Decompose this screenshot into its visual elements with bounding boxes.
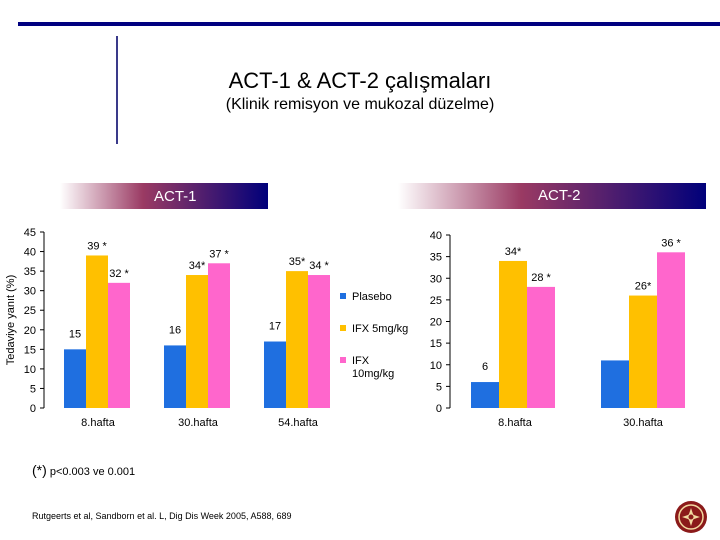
act2-title: ACT-2 bbox=[538, 187, 581, 204]
y-tick-label: 25 bbox=[430, 295, 442, 307]
category-label: 30.hafta bbox=[178, 417, 219, 429]
footnote: (*) p<0.003 ve 0.001 bbox=[32, 462, 135, 478]
y-tick-label: 10 bbox=[430, 360, 442, 372]
slide-title: ACT-1 & ACT-2 çalışmaları bbox=[228, 68, 492, 93]
footnote-star: (*) bbox=[32, 462, 47, 478]
category-label: 30.hafta bbox=[623, 417, 664, 429]
bar-ifx-5mg/kg bbox=[629, 295, 657, 408]
category-label: 8.hafta bbox=[498, 417, 533, 429]
act1-title: ACT-1 bbox=[154, 188, 197, 205]
y-tick-label: 5 bbox=[30, 383, 36, 395]
bar-ifx-10mg/kg bbox=[308, 275, 330, 408]
data-label: 17 bbox=[269, 321, 281, 333]
category-label: 8.hafta bbox=[81, 417, 116, 429]
data-label: 34 * bbox=[309, 260, 329, 272]
act2-title-band: ACT-2 bbox=[398, 183, 706, 209]
legend-label: 10mg/kg bbox=[352, 368, 394, 380]
y-tick-label: 5 bbox=[436, 381, 442, 393]
bar-plasebo bbox=[471, 382, 499, 408]
slide-subtitle: (Klinik remisyon ve mukozal düzelme) bbox=[225, 96, 495, 113]
bar-ifx-5mg/kg bbox=[286, 271, 308, 408]
y-tick-label: 20 bbox=[430, 317, 442, 329]
bar-ifx-10mg/kg bbox=[208, 263, 230, 408]
y-tick-label: 15 bbox=[430, 338, 442, 350]
legend-label: Plasebo bbox=[352, 291, 392, 303]
data-label: 34* bbox=[505, 246, 522, 258]
y-tick-label: 35 bbox=[24, 266, 36, 278]
footnote-text: p<0.003 ve 0.001 bbox=[46, 466, 136, 478]
legend-swatch bbox=[340, 293, 346, 299]
y-tick-label: 40 bbox=[430, 230, 442, 242]
bar-ifx-5mg/kg bbox=[186, 275, 208, 408]
legend-swatch bbox=[340, 325, 346, 331]
bar-ifx-5mg/kg bbox=[499, 260, 527, 408]
bar-ifx-5mg/kg bbox=[86, 255, 108, 408]
legend-label: IFX bbox=[352, 355, 370, 367]
data-label: 26* bbox=[635, 281, 652, 293]
reference: Rutgeerts et al, Sandborn et al. L, Dig … bbox=[32, 511, 292, 521]
data-label: 28 * bbox=[531, 272, 551, 284]
bar-plasebo bbox=[164, 345, 186, 408]
y-tick-label: 10 bbox=[24, 364, 36, 376]
y-tick-label: 30 bbox=[24, 286, 36, 298]
data-label: 39 * bbox=[87, 240, 107, 252]
university-seal-icon bbox=[675, 501, 707, 533]
data-label: 36 * bbox=[661, 237, 681, 249]
data-label: 6 bbox=[482, 361, 488, 373]
data-label: 37 * bbox=[209, 248, 229, 260]
y-tick-label: 0 bbox=[436, 403, 442, 415]
y-tick-label: 30 bbox=[430, 273, 442, 285]
act1-title-band: ACT-1 bbox=[60, 183, 268, 209]
y-tick-label: 35 bbox=[430, 252, 442, 264]
bar-ifx-10mg/kg bbox=[657, 252, 685, 408]
data-label: 32 * bbox=[109, 268, 129, 280]
vertical-rule bbox=[116, 36, 118, 144]
data-label: 16 bbox=[169, 324, 181, 336]
data-label: 35* bbox=[289, 256, 306, 268]
bar-plasebo bbox=[264, 341, 286, 408]
header-rule bbox=[18, 22, 720, 26]
bar-ifx-10mg/kg bbox=[527, 286, 555, 408]
y-tick-label: 0 bbox=[30, 403, 36, 415]
bar-ifx-10mg/kg bbox=[108, 282, 130, 408]
y-tick-label: 45 bbox=[24, 227, 36, 239]
y-tick-label: 40 bbox=[24, 247, 36, 259]
data-label: 34* bbox=[189, 260, 206, 272]
y-tick-label: 20 bbox=[24, 325, 36, 337]
bar-plasebo bbox=[601, 360, 629, 408]
y-axis-title: Tedaviye yanıt (%) bbox=[5, 275, 17, 365]
data-label: 15 bbox=[69, 328, 81, 340]
bar-plasebo bbox=[64, 349, 86, 408]
y-tick-label: 15 bbox=[24, 344, 36, 356]
y-tick-label: 25 bbox=[24, 305, 36, 317]
legend-label: IFX 5mg/kg bbox=[352, 323, 408, 335]
legend-swatch bbox=[340, 357, 346, 363]
category-label: 54.hafta bbox=[278, 417, 319, 429]
